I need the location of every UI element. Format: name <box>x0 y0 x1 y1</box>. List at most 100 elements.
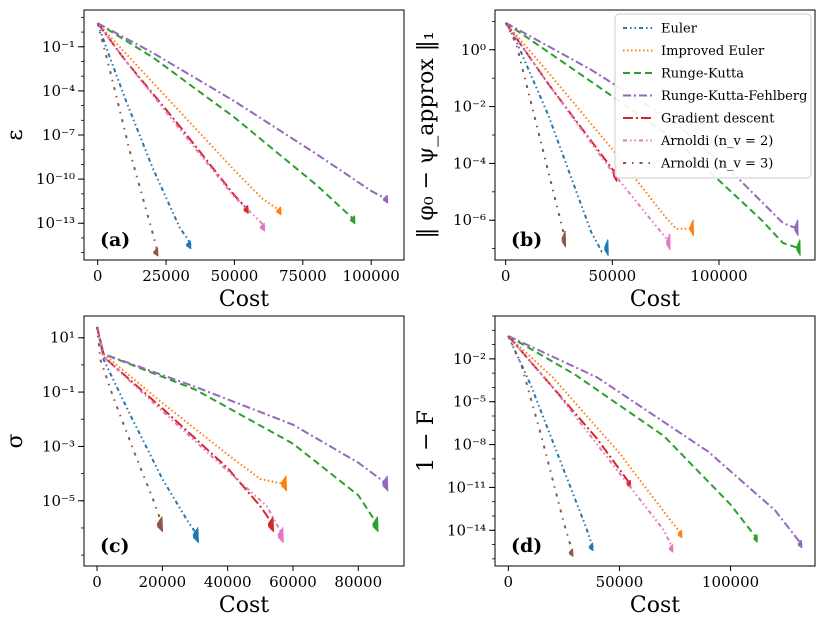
panel-label: (b) <box>511 229 542 251</box>
x-tick-label: 50000 <box>211 267 259 285</box>
series-noise-tail <box>382 475 389 492</box>
panel-label: (a) <box>100 229 130 251</box>
x-axis-label: Cost <box>630 287 680 312</box>
x-tick-label: 0 <box>93 267 103 285</box>
y-tick-label: 10⁻² <box>453 350 486 368</box>
series-noise-tail <box>689 219 695 236</box>
series-line-arnoldi-n-v-3 <box>504 22 567 241</box>
series-noise-tail <box>677 529 683 539</box>
series-line-arnoldi-n-v-2 <box>507 335 674 550</box>
legend: Euler Improved Euler Runge-Kutta Runge-Kutt… <box>614 13 812 179</box>
x-tick-label: 100000 <box>702 573 759 591</box>
panel-c: 0 20000 40000 60000 80000 10¹ 10⁻¹ 10⁻³ 10⁻⁵ Cost… <box>3 315 405 618</box>
series-noise-tail <box>604 239 609 256</box>
x-tick-label: 40000 <box>204 573 252 591</box>
series-line-euler <box>96 22 192 246</box>
series-line-arnoldi-n-v-2 <box>504 22 671 244</box>
y-tick-label: 10⁻⁵ <box>42 492 75 510</box>
panel-label: (c) <box>100 535 130 557</box>
legend-entry-label: Arnoldi (n_v = 2) <box>660 134 773 149</box>
legend-entry-label: Improved Euler <box>661 44 765 59</box>
y-tick-label: 10⁻⁷ <box>42 126 75 144</box>
series-line-runge-kutta-fehlberg <box>97 22 389 201</box>
series-line-arnoldi-n-v-2 <box>96 326 285 537</box>
x-tick-label: 20000 <box>139 573 187 591</box>
series-noise-tail <box>382 194 389 204</box>
series-line-arnoldi-n-v-2 <box>96 22 266 229</box>
y-tick-label: 10⁻⁴ <box>42 82 75 100</box>
series-noise-tail <box>280 475 288 492</box>
y-axis-label: 1 − F <box>414 410 439 472</box>
x-axis-label: Cost <box>219 287 269 312</box>
x-tick-label: 80000 <box>334 573 382 591</box>
legend-entry-label: Runge-Kutta-Fehlberg <box>661 89 807 104</box>
y-tick-label: 10⁻¹³ <box>36 214 75 232</box>
series-line-gradient-descent <box>96 326 275 526</box>
series-noise-tail <box>666 233 671 251</box>
series-noise-tail <box>753 534 758 543</box>
y-axis-label: ‖ φ₀ − ψ_approx ‖₁ <box>414 31 439 238</box>
legend-entry-label: Euler <box>661 22 698 37</box>
series-noise-tail <box>668 544 674 553</box>
x-tick-label: 0 <box>501 267 511 285</box>
series-noise-tail <box>588 542 594 552</box>
series-noise-tail <box>277 527 284 543</box>
series-noise-tail <box>797 539 803 549</box>
series-noise-tail <box>259 222 266 232</box>
x-axis-label: Cost <box>219 593 269 618</box>
plot-frame <box>494 315 816 567</box>
y-tick-label: 10⁻¹⁴ <box>447 521 486 539</box>
x-tick-label: 100000 <box>690 267 747 285</box>
legend-entry-label: Runge-Kutta <box>661 67 744 82</box>
y-tick-label: 10⁻³ <box>42 437 75 455</box>
y-tick-label: 10⁻¹⁰ <box>36 170 75 188</box>
series-noise-tail <box>372 516 379 533</box>
y-tick-label: 10⁻² <box>453 98 486 116</box>
series-noise-tail <box>796 239 801 256</box>
series-line-runge-kutta <box>505 21 801 250</box>
y-tick-label: 10⁻¹ <box>42 38 75 56</box>
y-tick-label: 10⁰ <box>461 41 486 59</box>
series-noise-tail <box>794 219 799 236</box>
series-noise-tail <box>276 206 282 216</box>
y-axis-label: ε <box>3 129 28 140</box>
y-tick-label: 10⁻⁵ <box>453 393 486 411</box>
y-tick-label: 10⁻⁸ <box>453 436 486 454</box>
x-tick-label: 50000 <box>596 573 644 591</box>
series-line-euler <box>504 22 609 253</box>
series-line-gradient-descent <box>504 22 618 176</box>
series-line-improved-euler <box>507 335 683 536</box>
series-line-gradient-descent <box>96 22 249 211</box>
series-noise-tail <box>153 247 159 257</box>
series-noise-tail <box>192 527 199 543</box>
series-noise-tail <box>156 516 164 533</box>
series-line-runge-kutta-fehlberg <box>507 335 803 546</box>
y-tick-label: 10⁻⁶ <box>453 211 486 229</box>
x-tick-label: 75000 <box>279 267 327 285</box>
series-line-improved-euler <box>504 22 694 230</box>
panel-a: 0 25000 50000 75000 100000 10⁻¹ 10⁻⁴ 10⁻⁷ 10⁻¹⁰ 1… <box>3 9 405 312</box>
x-tick-label: 100000 <box>343 267 400 285</box>
series-line-arnoldi-n-v-3 <box>96 22 159 253</box>
legend-entry-label: Arnoldi (n_v = 3) <box>660 157 773 172</box>
legend-box <box>614 13 812 179</box>
plot-frame <box>83 315 405 567</box>
x-tick-label: 25000 <box>142 267 190 285</box>
legend-entry-label: Gradient descent <box>661 112 775 127</box>
y-tick-label: 10⁻¹¹ <box>447 478 486 496</box>
series-line-improved-euler <box>96 22 282 213</box>
series-noise-tail <box>185 240 192 250</box>
series-noise-tail <box>267 516 275 533</box>
x-axis-label: Cost <box>630 593 680 618</box>
series-noise-tail <box>561 230 567 248</box>
y-axis-label: σ <box>3 433 28 448</box>
panel-label: (d) <box>511 535 542 557</box>
x-tick-label: 0 <box>92 573 102 591</box>
y-tick-label: 10⁻⁴ <box>453 154 486 172</box>
series-noise-tail <box>350 215 356 225</box>
x-tick-label: 0 <box>504 573 514 591</box>
x-tick-label: 50000 <box>588 267 636 285</box>
panel-b: 0 50000 100000 10⁰ 10⁻² 10⁻⁴ 10⁻⁶ Cost ‖ φ₀ − ψ_… <box>414 9 816 312</box>
series-noise-tail <box>568 548 574 557</box>
